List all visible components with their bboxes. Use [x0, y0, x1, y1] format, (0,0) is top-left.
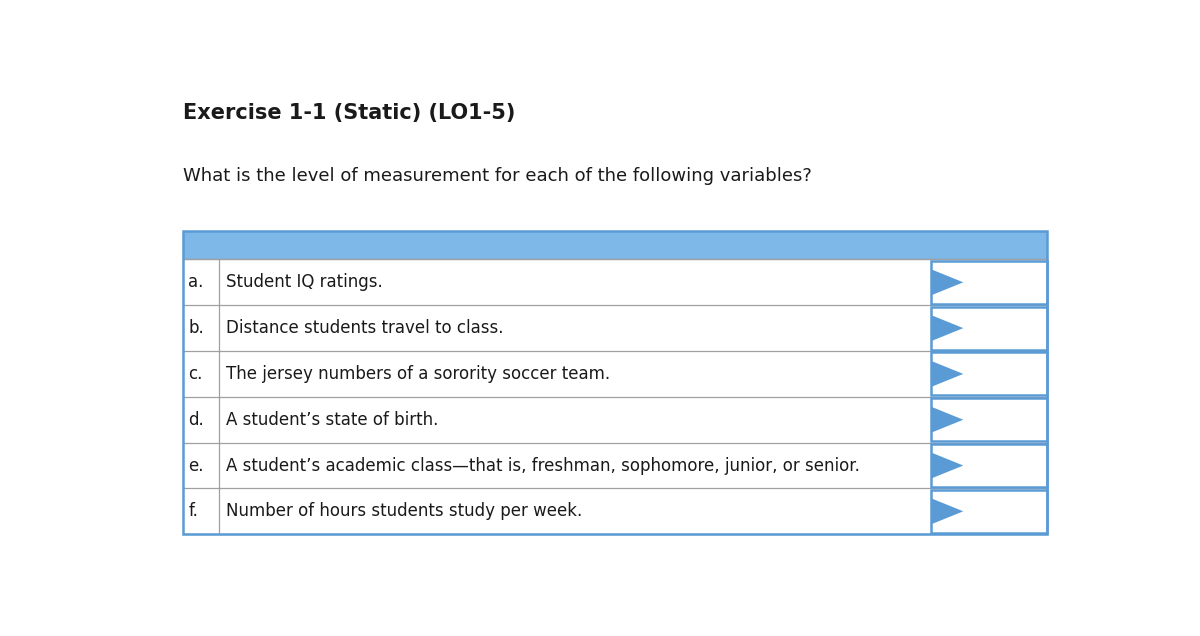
Polygon shape — [931, 499, 964, 524]
Text: d.: d. — [188, 411, 204, 429]
Polygon shape — [931, 270, 964, 295]
Bar — [182, 397, 1048, 443]
Text: f.: f. — [188, 502, 198, 520]
Text: Distance students travel to class.: Distance students travel to class. — [227, 319, 504, 337]
Polygon shape — [931, 361, 964, 387]
Bar — [931, 261, 1046, 304]
Text: Number of hours students study per week.: Number of hours students study per week. — [227, 502, 582, 520]
Text: The jersey numbers of a sorority soccer team.: The jersey numbers of a sorority soccer … — [227, 365, 611, 383]
Text: a.: a. — [188, 273, 204, 291]
Text: Exercise 1-1 (Static) (LO1-5): Exercise 1-1 (Static) (LO1-5) — [182, 103, 515, 123]
Text: A student’s state of birth.: A student’s state of birth. — [227, 411, 439, 429]
Text: Student IQ ratings.: Student IQ ratings. — [227, 273, 383, 291]
Bar — [182, 351, 1048, 397]
Text: c.: c. — [188, 365, 203, 383]
Text: What is the level of measurement for each of the following variables?: What is the level of measurement for eac… — [182, 167, 811, 185]
Bar — [182, 488, 1048, 534]
Polygon shape — [931, 407, 964, 432]
Bar — [182, 231, 1048, 259]
Bar — [182, 259, 1048, 305]
Bar — [182, 443, 1048, 488]
Bar — [931, 307, 1046, 350]
Polygon shape — [931, 315, 964, 341]
Bar — [931, 444, 1046, 487]
Polygon shape — [931, 453, 964, 478]
Bar — [931, 398, 1046, 441]
Text: e.: e. — [188, 457, 204, 474]
Bar — [931, 490, 1046, 533]
Bar — [182, 305, 1048, 351]
Bar — [931, 352, 1046, 396]
Text: A student’s academic class—that is, freshman, sophomore, junior, or senior.: A student’s academic class—that is, fres… — [227, 457, 860, 474]
Bar — [182, 231, 1048, 534]
Text: b.: b. — [188, 319, 204, 337]
